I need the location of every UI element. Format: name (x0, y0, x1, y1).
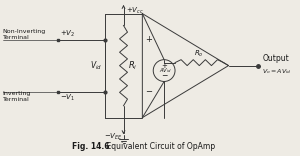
Text: $+ V_2$: $+ V_2$ (60, 28, 75, 39)
Text: Inverting: Inverting (3, 91, 31, 96)
Text: Terminal: Terminal (3, 35, 29, 40)
Text: Output: Output (262, 54, 289, 63)
Text: Fig. 14.6: Fig. 14.6 (72, 142, 110, 151)
Text: $R_o$: $R_o$ (194, 49, 204, 59)
Text: Non-Inverting: Non-Inverting (3, 29, 46, 34)
Text: −: − (161, 71, 167, 80)
Text: $AV_{id}$: $AV_{id}$ (159, 66, 172, 75)
Text: Equivalent Circuit of OpAmp: Equivalent Circuit of OpAmp (97, 142, 215, 151)
Text: $R_i$: $R_i$ (128, 59, 138, 72)
Text: $V_o = AV_{id}$: $V_o = AV_{id}$ (262, 68, 292, 76)
Text: −: − (145, 87, 152, 96)
Text: $+V_{cc}$: $+V_{cc}$ (125, 6, 143, 16)
Text: $-V_{EE}$: $-V_{EE}$ (104, 132, 122, 142)
Text: Terminal: Terminal (3, 97, 29, 102)
Text: +: + (145, 35, 152, 44)
Text: $- V_1$: $- V_1$ (60, 93, 75, 103)
Text: $V_{id}$: $V_{id}$ (90, 59, 102, 72)
Text: +: + (161, 63, 167, 69)
